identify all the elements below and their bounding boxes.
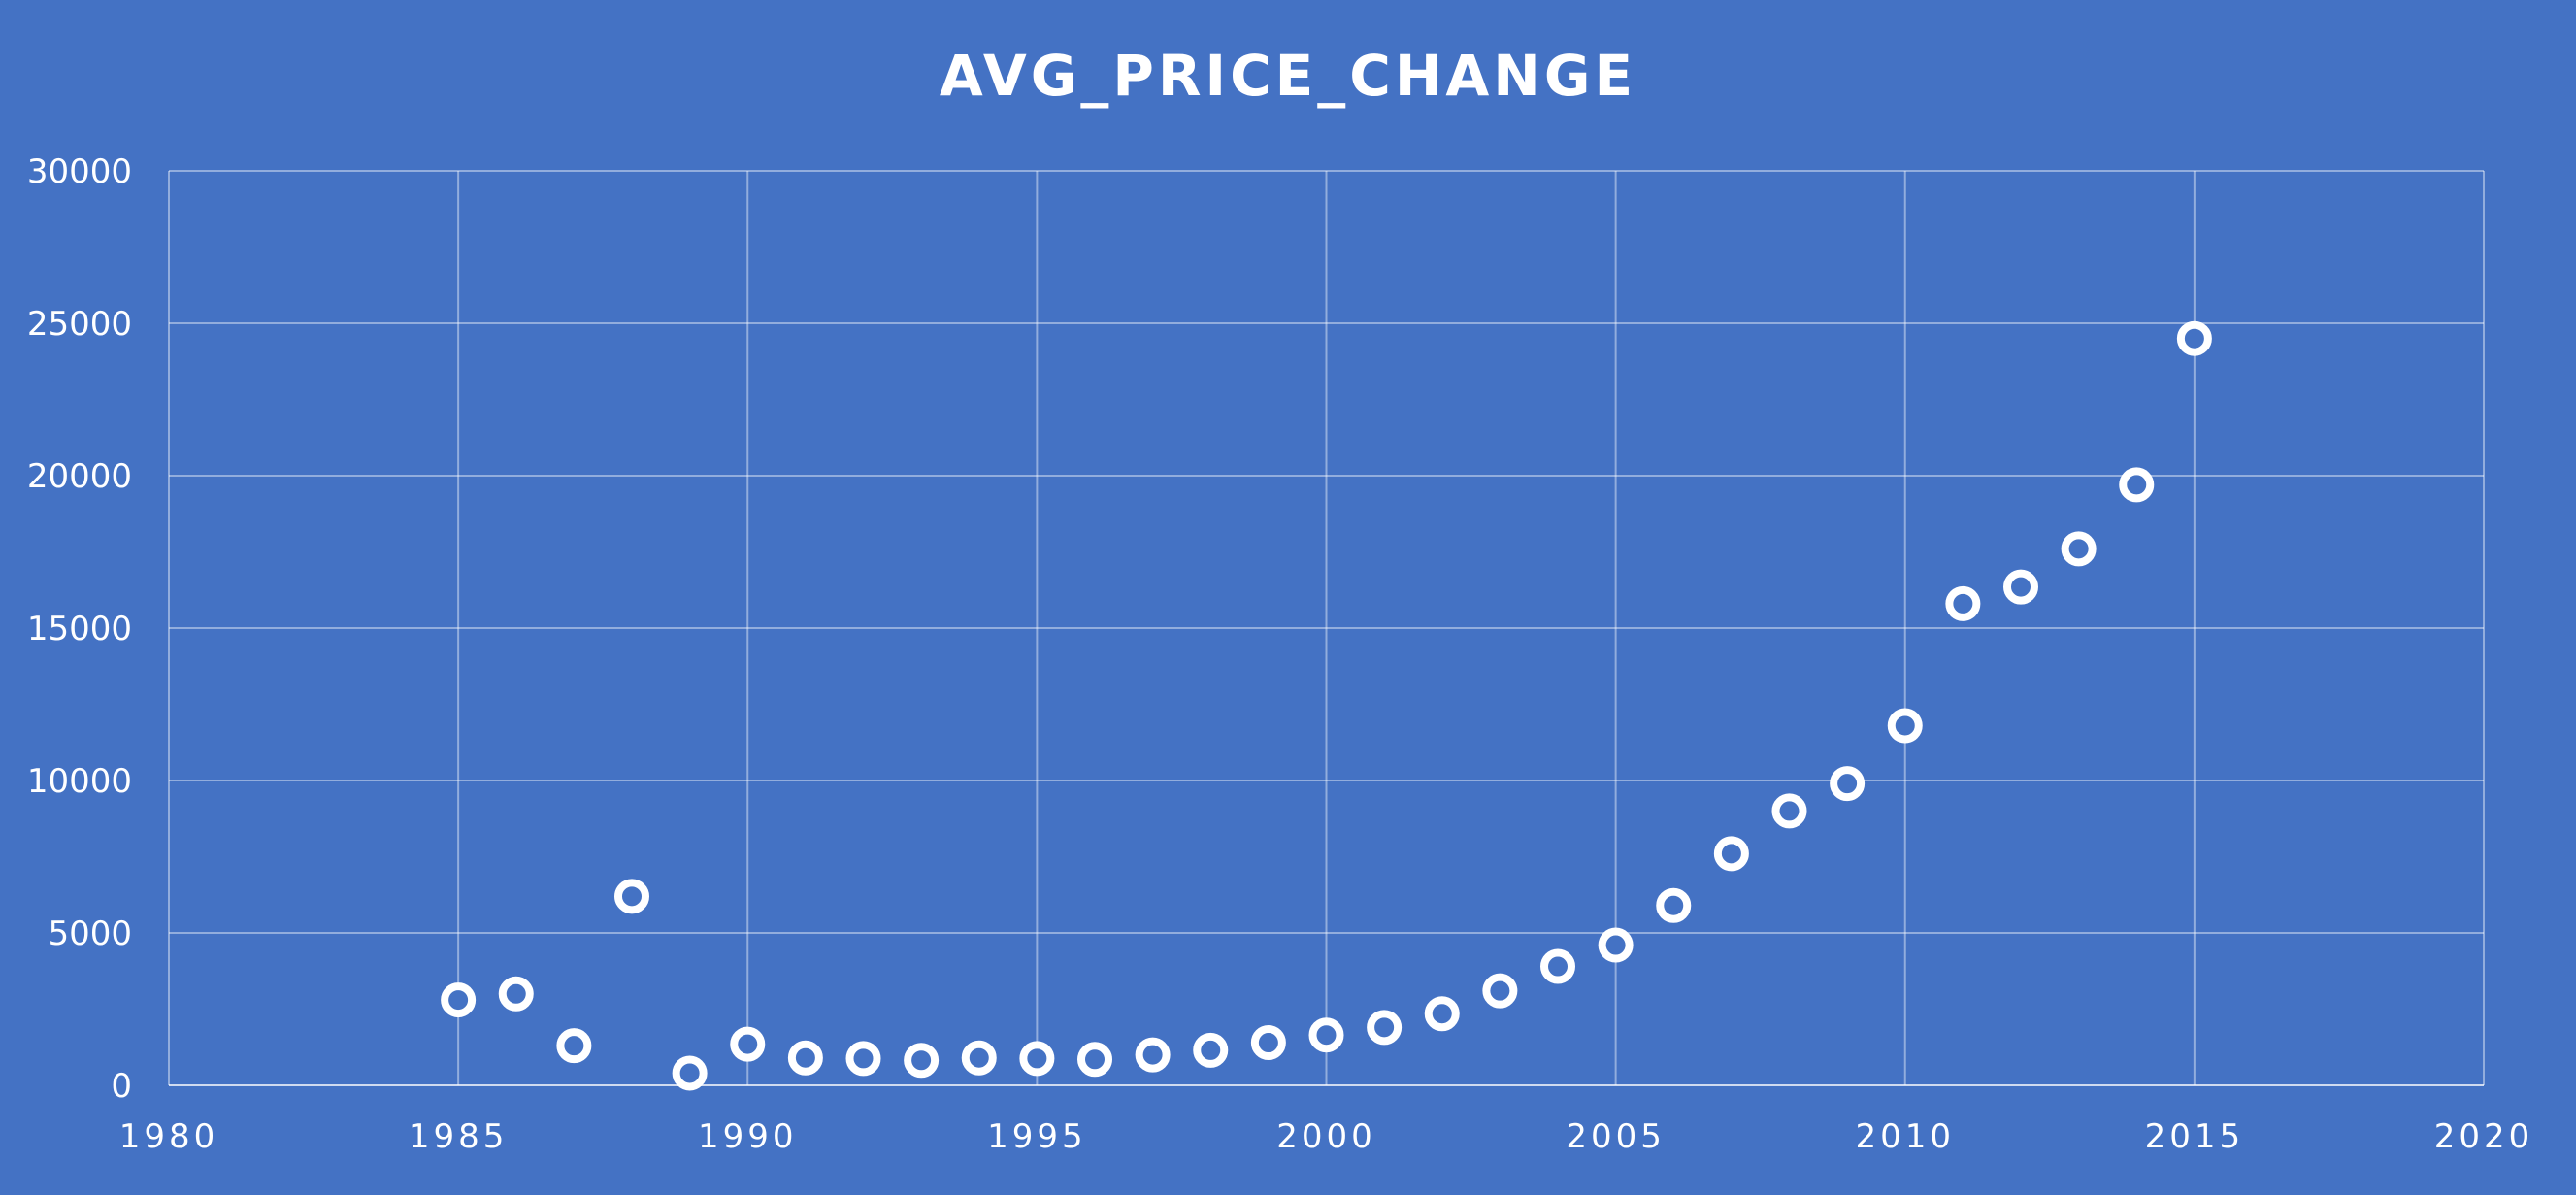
data-point <box>556 1028 592 1064</box>
data-point <box>441 982 477 1018</box>
data-point <box>787 1040 823 1076</box>
x-tick-label: 2000 <box>1276 1117 1376 1156</box>
x-tick-label: 2015 <box>2145 1117 2245 1156</box>
data-point <box>1945 585 1981 621</box>
x-tick-label: 1995 <box>987 1117 1087 1156</box>
chart-title: AVG_PRICE_CHANGE <box>940 43 1636 109</box>
x-tick-label: 2010 <box>1855 1117 1955 1156</box>
data-point <box>845 1041 881 1077</box>
data-point <box>1830 766 1866 802</box>
y-tick-label: 25000 <box>27 305 132 344</box>
data-point <box>1367 1010 1403 1046</box>
data-point <box>672 1055 708 1091</box>
data-point <box>1193 1032 1229 1068</box>
data-points <box>441 320 2212 1091</box>
y-tick-label: 20000 <box>27 457 132 496</box>
data-point <box>1887 708 1923 744</box>
data-point <box>1656 887 1692 923</box>
x-tick-label: 2005 <box>1566 1117 1666 1156</box>
data-point <box>614 879 649 914</box>
y-tick-label: 15000 <box>27 610 132 648</box>
y-tick-label: 10000 <box>27 762 132 801</box>
data-point <box>1250 1025 1286 1061</box>
data-point <box>2119 467 2155 503</box>
tick-labels: 0 5000 10000 15000 20000 25000 30000 1980 1985 19… <box>27 152 2534 1156</box>
x-tick-label: 1990 <box>698 1117 798 1156</box>
data-point <box>2061 531 2097 567</box>
gridlines <box>168 170 2485 1085</box>
y-tick-label: 5000 <box>48 914 132 953</box>
data-point <box>498 976 534 1012</box>
data-point <box>961 1040 997 1076</box>
data-point <box>1482 973 1518 1009</box>
data-point <box>2176 320 2212 356</box>
x-tick-label: 2020 <box>2434 1117 2534 1156</box>
data-point <box>2003 569 2038 605</box>
data-point <box>1424 996 1460 1032</box>
y-tick-label: 30000 <box>27 152 132 191</box>
data-point <box>1771 793 1807 829</box>
y-tick-label: 0 <box>111 1067 132 1106</box>
data-point <box>1598 927 1634 963</box>
data-point <box>730 1026 766 1062</box>
data-point <box>904 1043 940 1079</box>
data-point <box>1540 948 1575 984</box>
data-point <box>1135 1037 1171 1073</box>
data-point <box>1713 836 1749 872</box>
data-point <box>1077 1042 1112 1078</box>
data-point <box>1308 1017 1344 1053</box>
x-tick-label: 1985 <box>409 1117 509 1156</box>
x-tick-label: 1980 <box>119 1117 219 1156</box>
data-point <box>1019 1041 1055 1077</box>
